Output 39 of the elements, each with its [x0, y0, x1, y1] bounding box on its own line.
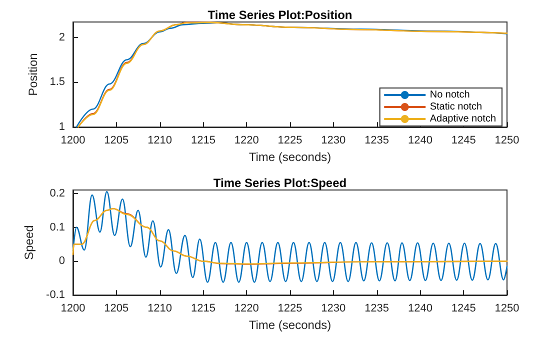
x-tick-label: 1240 [408, 302, 432, 315]
x-tick-label: 1205 [104, 134, 129, 147]
y-tick-label: 0.1 [50, 221, 65, 234]
x-tick-label: 1235 [364, 134, 390, 147]
x-tick-label: 1225 [278, 302, 302, 315]
x-axis-title: Time (seconds) [248, 318, 332, 332]
x-tick-label: 1215 [190, 134, 216, 147]
legend-label: Static notch [430, 102, 482, 112]
y-axis-title: Position [26, 53, 40, 96]
x-tick-label: 1205 [104, 302, 129, 315]
x-tick-label: 1240 [408, 134, 432, 147]
y-tick-label: -0.1 [46, 289, 65, 302]
chart-title: Time Series Plot:Position [208, 8, 352, 22]
y-axis-title: Speed [22, 225, 36, 260]
x-tick-label: 1200 [60, 134, 86, 147]
y-tick-label: 2 [58, 31, 65, 44]
y-tick-label: 0.2 [50, 187, 65, 200]
legend-label: Adaptive notch [430, 114, 496, 124]
x-axis-title: Time (seconds) [248, 150, 332, 164]
x-tick-label: 1245 [451, 134, 476, 147]
x-tick-label: 1215 [190, 302, 216, 315]
y-tick-label: 0 [58, 255, 65, 268]
x-tick-label: 1200 [60, 302, 86, 315]
x-tick-label: 1230 [321, 302, 346, 315]
line-series [72, 191, 508, 283]
x-tick-label: 1235 [364, 302, 390, 315]
y-tick-label: 1.5 [50, 76, 65, 88]
x-tick-label: 1230 [321, 134, 346, 147]
x-tick-label: 1220 [234, 134, 259, 147]
x-tick-label: 1245 [451, 302, 476, 315]
legend-label: No notch [430, 90, 470, 100]
x-tick-label: 1225 [278, 134, 302, 147]
chart-title: Time Series Plot:Speed [213, 176, 347, 190]
y-tick-label: 1 [58, 121, 65, 134]
x-tick-label: 1250 [494, 302, 520, 315]
x-tick-label: 1250 [494, 134, 520, 147]
x-tick-label: 1210 [148, 302, 172, 315]
x-tick-label: 1210 [148, 134, 172, 147]
x-tick-label: 1220 [234, 302, 259, 315]
